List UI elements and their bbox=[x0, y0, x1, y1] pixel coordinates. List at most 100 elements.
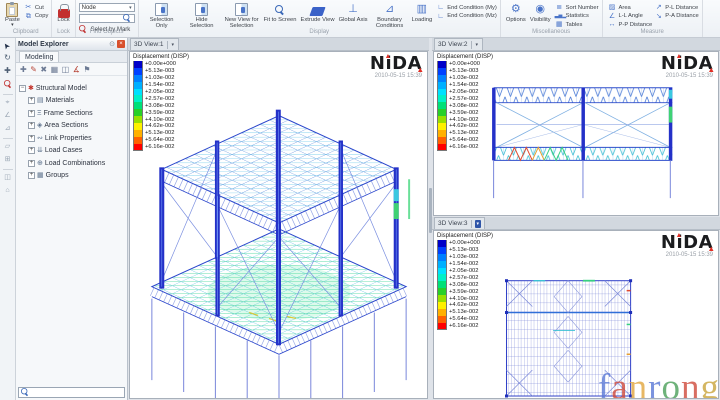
toolbar-divider bbox=[2, 94, 13, 95]
tables-button[interactable]: ▦ Tables bbox=[555, 21, 599, 28]
selection-only-icon bbox=[155, 3, 169, 16]
tab-3d-view-3[interactable]: 3D View:3 ▾ bbox=[434, 217, 486, 229]
home-tool-icon[interactable]: ⌂ bbox=[5, 187, 10, 194]
tree-node-load-combinations[interactable]: + ⊕ Load Combinations bbox=[19, 157, 125, 170]
tree-node-area-sections[interactable]: + ◈ Area Sections bbox=[19, 120, 125, 133]
find-search-input[interactable] bbox=[78, 13, 135, 23]
display-group-label: Display bbox=[309, 29, 330, 35]
lock-group-label: Lock bbox=[57, 29, 70, 35]
angle-icon[interactable]: ∡ bbox=[72, 64, 80, 74]
angle-tool-icon[interactable]: ∠ bbox=[4, 112, 11, 119]
boundary-conditions-button[interactable]: ⊿ Boundary Conditions bbox=[370, 2, 410, 30]
expand-icon[interactable]: + bbox=[28, 147, 35, 155]
grid-tool-icon[interactable]: ⊞ bbox=[4, 156, 11, 163]
expand-icon[interactable]: + bbox=[28, 109, 35, 117]
add-icon[interactable]: ✚ bbox=[20, 64, 27, 74]
collapse-icon[interactable]: − bbox=[19, 84, 26, 92]
loading-button[interactable]: ▥ Loading bbox=[410, 2, 435, 23]
view1-dropdown-caret-icon[interactable]: ▾ bbox=[171, 41, 175, 48]
view1-canvas[interactable]: Displacement (DISP) +0.00e+000 +5.13e-003 +… bbox=[129, 51, 428, 399]
sort-number-button[interactable]: ≣ Sort Number bbox=[555, 4, 598, 11]
selection-only-button[interactable]: Selection Only bbox=[142, 2, 182, 30]
flag-icon[interactable]: ⚑ bbox=[83, 64, 91, 74]
expand-icon[interactable]: + bbox=[28, 134, 35, 142]
expand-icon[interactable]: + bbox=[28, 122, 35, 130]
legend-color-chip bbox=[437, 109, 447, 117]
view3-nida-logo: NiDA 2010-05-15 15:39 bbox=[661, 234, 713, 259]
grid-icon[interactable]: ▦ bbox=[50, 64, 59, 74]
extrude-view-button[interactable]: Extrude View bbox=[299, 2, 337, 23]
pin-icon[interactable]: ⊙ bbox=[109, 41, 115, 48]
tree-node-structural-model[interactable]: − ✱ Structural Model bbox=[19, 82, 125, 95]
panel-tool-icon[interactable]: ◫ bbox=[4, 174, 11, 181]
view3-panel: 3D View:3 ▾ Displacement (DISP) +0.00e+00… bbox=[432, 217, 720, 400]
explorer-search-input[interactable] bbox=[18, 387, 125, 398]
delete-icon[interactable]: ✖ bbox=[40, 64, 48, 74]
expand-icon[interactable]: + bbox=[28, 172, 35, 180]
legend-value: +4.10e-002 bbox=[145, 116, 175, 123]
hide-selection-button[interactable]: Hide Selection bbox=[182, 2, 222, 30]
section-icon[interactable]: ◫ bbox=[61, 64, 70, 74]
tree-node-frame-sections[interactable]: + Ξ Frame Sections bbox=[19, 107, 125, 120]
rotate-tool-icon[interactable]: ↻ bbox=[4, 53, 11, 62]
boundary-conditions-label: Boundary Conditions bbox=[375, 17, 404, 30]
view2-canvas[interactable]: Displacement (DISP) +0.00e+000 +5.13e-003 +… bbox=[433, 51, 719, 216]
pp-distance-button[interactable]: ↔ P-P Distance bbox=[608, 21, 653, 28]
tab-modeling[interactable]: Modeling bbox=[19, 51, 60, 62]
pan-tool-icon[interactable]: ✚ bbox=[4, 66, 11, 75]
pl-distance-button[interactable]: ↗ P-L Distance bbox=[654, 4, 699, 11]
groups-icon: ▦ bbox=[37, 172, 44, 180]
view3-legend: Displacement (DISP) +0.00e+000 +5.13e-003 +… bbox=[437, 233, 493, 330]
paste-button[interactable]: Paste ▾ bbox=[3, 2, 22, 29]
end-condition-my-button[interactable]: ∟ End Condition (My) bbox=[436, 4, 497, 11]
legend-value: +1.54e-002 bbox=[145, 82, 175, 89]
select-by-mark-button[interactable]: Select by Mark bbox=[78, 25, 135, 35]
copy-button[interactable]: ⧉ Copy bbox=[24, 13, 49, 20]
lock-button[interactable]: Lock bbox=[55, 2, 71, 23]
legend-value: +3.08e-002 bbox=[449, 102, 479, 109]
toolbar-divider bbox=[2, 138, 13, 139]
tree-node-load-cases[interactable]: + ⇊ Load Cases bbox=[19, 145, 125, 158]
polygon-tool-icon[interactable]: ▱ bbox=[4, 143, 11, 150]
global-axis-button[interactable]: ⊥ Global Axis bbox=[337, 2, 370, 23]
statistics-button[interactable]: ▃▅▂ Statistics bbox=[555, 13, 599, 20]
area-button[interactable]: ▨ Area bbox=[608, 4, 653, 11]
legend-color-chip bbox=[133, 123, 143, 130]
legend-value: +6.16e-002 bbox=[449, 323, 479, 330]
expand-icon[interactable]: + bbox=[28, 159, 35, 167]
tab-3d-view-1[interactable]: 3D View:1 ▾ bbox=[130, 38, 180, 50]
tab-3d-view-2[interactable]: 3D View:2 ▾ bbox=[434, 38, 484, 50]
triangle-tool-icon[interactable]: ⊿ bbox=[4, 125, 11, 132]
view3-dropdown-caret-icon[interactable]: ▾ bbox=[474, 219, 482, 228]
view3-canvas[interactable]: Displacement (DISP) +0.00e+000 +5.13e-003 +… bbox=[433, 230, 719, 399]
area-label: Area bbox=[618, 4, 631, 11]
legend-color-chip bbox=[437, 88, 447, 96]
scrollbar-thumb[interactable] bbox=[429, 188, 432, 233]
center-tool-icon[interactable]: ⌖ bbox=[5, 99, 10, 106]
pa-distance-button[interactable]: ↘ P-A Distance bbox=[654, 13, 699, 20]
legend-entry: +0.00e+000 bbox=[437, 61, 493, 68]
fit-to-screen-button[interactable]: Fit to Screen bbox=[262, 2, 299, 23]
paste-caret-icon[interactable]: ▾ bbox=[11, 22, 14, 29]
nida-logo-text: NiDA bbox=[660, 53, 713, 74]
legend-value: +6.16e-002 bbox=[449, 144, 479, 151]
tree-node-materials[interactable]: + ▤ Materials bbox=[19, 95, 125, 108]
end-condition-mz-button[interactable]: ∟ End Condition (Mz) bbox=[436, 13, 497, 20]
new-view-for-selection-button[interactable]: New View for Selection bbox=[222, 2, 262, 30]
zoom-tool-icon[interactable] bbox=[4, 80, 12, 88]
options-button[interactable]: ⚙ Options bbox=[504, 2, 528, 23]
tree-node-groups[interactable]: + ▦ Groups bbox=[19, 170, 125, 183]
edit-icon[interactable]: ✎ bbox=[30, 64, 37, 74]
legend-color-chip bbox=[437, 95, 447, 103]
visibility-button[interactable]: ◉ Visibility bbox=[528, 2, 553, 23]
expand-icon[interactable]: + bbox=[28, 97, 35, 105]
tree-node-link-properties[interactable]: + ∾ Link Properties bbox=[19, 132, 125, 145]
view2-dropdown-caret-icon[interactable]: ▾ bbox=[475, 41, 479, 48]
vertical-splitter[interactable] bbox=[429, 38, 432, 400]
select-tool-icon[interactable]: ➤ bbox=[1, 40, 13, 52]
cut-button[interactable]: ✂ Cut bbox=[24, 4, 49, 11]
close-panel-icon[interactable]: × bbox=[117, 40, 125, 48]
ll-angle-button[interactable]: ∠ L-L Angle bbox=[608, 13, 653, 20]
find-type-dropdown[interactable]: Node ▾ bbox=[78, 3, 135, 12]
binoculars-icon[interactable] bbox=[122, 13, 131, 22]
